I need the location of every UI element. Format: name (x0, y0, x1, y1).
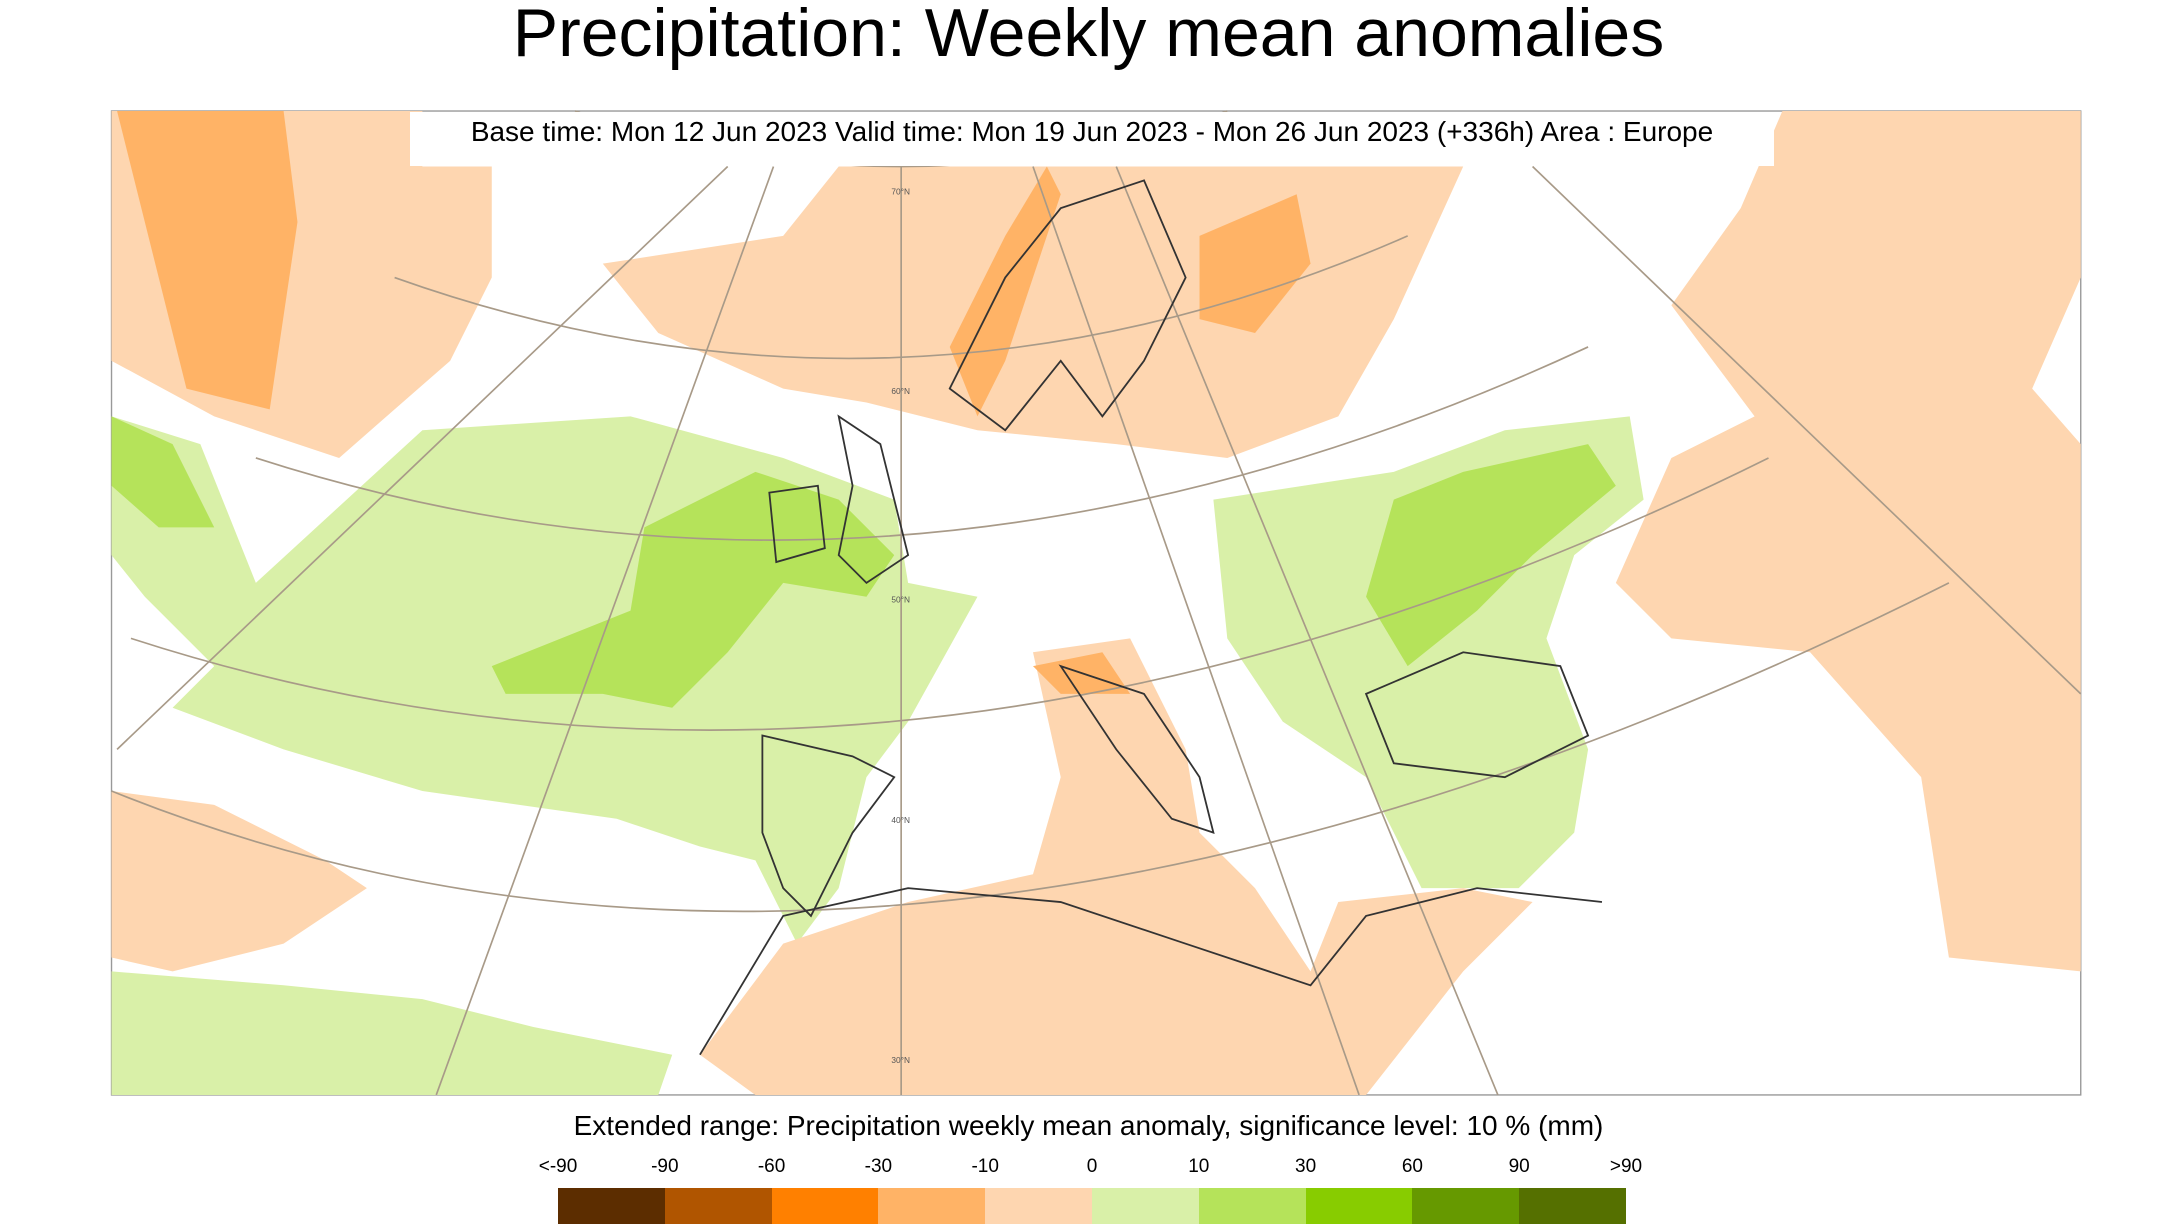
graticule-30n (111, 582, 1950, 913)
legend-tick-label: >90 (1609, 1156, 1643, 1177)
anomaly-region (1615, 111, 2081, 972)
graticule-40n (130, 457, 1769, 731)
meridian (1532, 165, 2082, 695)
legend-swatch (1198, 1188, 1306, 1224)
graticule-label: 50°N (891, 594, 910, 604)
anomaly-region (491, 471, 895, 708)
anomaly-region (111, 971, 673, 1095)
legend-tick-label: -90 (651, 1156, 679, 1177)
anomaly-region (1199, 194, 1311, 334)
legend-swatch (1412, 1188, 1520, 1224)
legend-swatch (771, 1188, 879, 1224)
legend-tick-label: 90 (1508, 1156, 1530, 1177)
legend-title: Extended range: Precipitation weekly mea… (573, 1110, 1604, 1141)
meridian (116, 165, 729, 750)
anomaly-region (111, 791, 367, 972)
legend-swatch (558, 1188, 665, 1224)
anomaly-region (949, 166, 1061, 417)
anomaly-region (699, 638, 1533, 1095)
meridian (1115, 166, 1499, 1096)
anomaly-region (117, 111, 298, 410)
legend-tick-label: 0 (1086, 1156, 1098, 1177)
graticule-label: 40°N (891, 815, 910, 825)
coastline-north-africa (699, 887, 1603, 1056)
coastline-ireland (768, 484, 826, 564)
meridian (435, 166, 775, 1096)
legend-tick-label: 60 (1401, 1156, 1423, 1177)
anomaly-region (111, 416, 215, 528)
graticule-label: 70°N (891, 186, 910, 196)
coastlines (699, 179, 1603, 1056)
anomaly-region (1366, 444, 1616, 667)
coastline-scandinavia (948, 179, 1187, 432)
meridian (1032, 166, 1360, 1096)
graticule-label: 60°N (891, 386, 910, 396)
coastline-black-sea (1364, 651, 1590, 779)
coastline-britain (837, 414, 910, 585)
legend-swatch (1092, 1188, 1199, 1224)
legend-tick-label: 10 (1188, 1156, 1210, 1177)
chart-subtitle: Base time: Mon 12 Jun 2023 Valid time: M… (410, 112, 1774, 166)
legend-swatch (664, 1188, 772, 1224)
legend-tick-label: -10 (971, 1156, 999, 1177)
legend-swatch (1519, 1188, 1627, 1224)
coastline-italy (1058, 664, 1215, 835)
graticule-labels: 70°N 60°N 50°N 40°N 30°N (891, 186, 910, 1065)
chart-title: Precipitation: Weekly mean anomalies (512, 0, 1665, 71)
legend-tick-label: -60 (757, 1156, 786, 1177)
legend-swatch (878, 1188, 986, 1224)
legend-swatch (1305, 1188, 1413, 1224)
legend-tick-label: -30 (864, 1156, 893, 1177)
graticule-label: 30°N (891, 1055, 910, 1065)
legend-tick-label: 30 (1295, 1156, 1317, 1177)
legend-tick-label: <-90 (538, 1156, 578, 1177)
coastline-iberia (761, 734, 896, 918)
legend-swatch (985, 1188, 1093, 1224)
graticule (111, 110, 2082, 1096)
graticule-50n (255, 346, 1589, 541)
